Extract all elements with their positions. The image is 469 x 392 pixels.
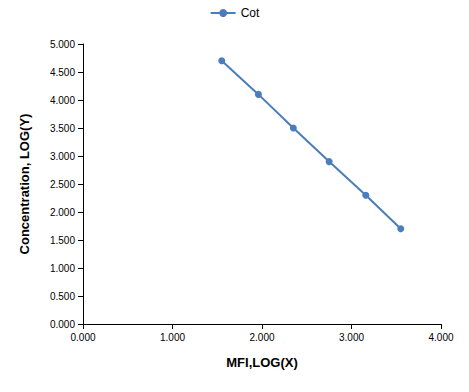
svg-text:2.500: 2.500	[50, 179, 75, 190]
svg-text:3.000: 3.000	[50, 151, 75, 162]
svg-text:0.000: 0.000	[70, 332, 95, 343]
svg-text:1.000: 1.000	[50, 263, 75, 274]
svg-text:4.500: 4.500	[50, 67, 75, 78]
svg-text:3.000: 3.000	[339, 332, 364, 343]
svg-text:2.000: 2.000	[50, 207, 75, 218]
svg-text:Concentration, LOG(Y): Concentration, LOG(Y)	[17, 114, 32, 255]
svg-text:4.000: 4.000	[428, 332, 453, 343]
svg-text:5.000: 5.000	[50, 39, 75, 50]
svg-text:2.000: 2.000	[249, 332, 274, 343]
svg-text:1.500: 1.500	[50, 235, 75, 246]
svg-text:4.000: 4.000	[50, 95, 75, 106]
svg-text:0.500: 0.500	[50, 291, 75, 302]
svg-text:0.000: 0.000	[50, 319, 75, 330]
svg-text:Cot: Cot	[241, 6, 260, 20]
svg-text:MFI,LOG(X): MFI,LOG(X)	[226, 355, 298, 370]
svg-text:1.000: 1.000	[160, 332, 185, 343]
svg-text:3.500: 3.500	[50, 123, 75, 134]
